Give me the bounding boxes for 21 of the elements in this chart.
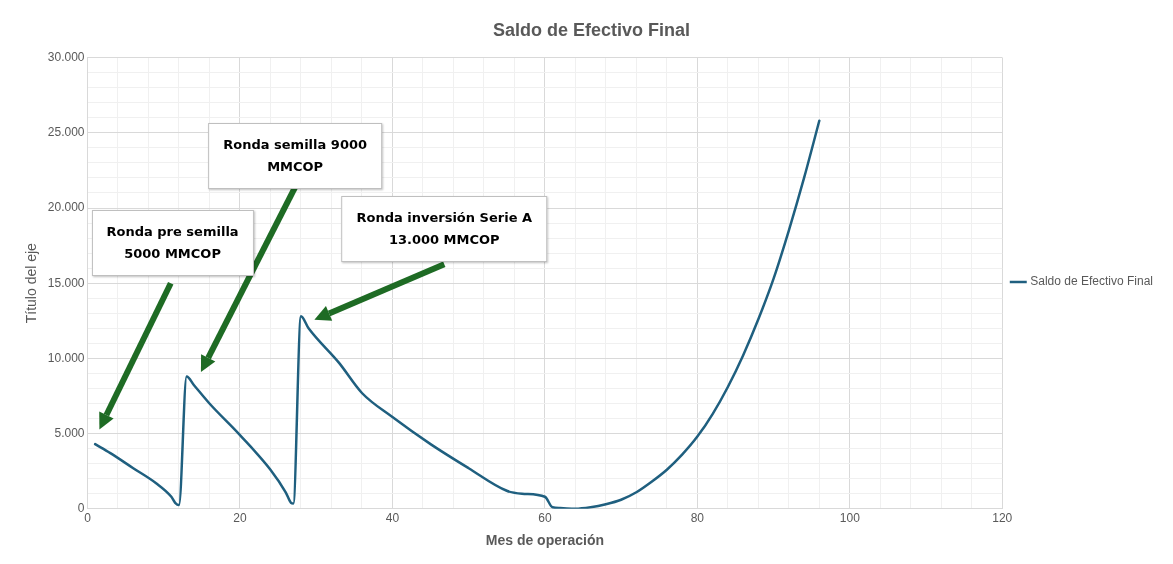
x-axis-title: Mes de operación [485,532,605,549]
y-tick-label: 15.000 [47,275,85,290]
x-tick-label: 40 [385,511,400,526]
y-tick-label: 20.000 [47,200,85,215]
line-series [93,119,821,509]
y-tick-label: 30.000 [47,49,85,64]
y-tick-label: 10.000 [47,350,85,365]
x-tick-label: 20 [233,511,247,526]
annotation: Ronda inversión Serie A 13.000 MMCOP [341,196,548,263]
annotation: Ronda semilla 9000 MMCOP [208,122,383,189]
annotation: Ronda pre semilla 5000 MMCOP [91,209,254,276]
y-tick-label: 0 [77,501,85,516]
x-tick-label: 80 [690,511,705,526]
x-tick-label: 60 [538,511,552,526]
y-axis-title: Título del eje [23,242,40,324]
chart-title: Saldo de Efectivo Final [492,19,691,40]
y-tick-label: 5.000 [54,425,85,440]
legend-label: Saldo de Efectivo Final [1030,274,1154,289]
x-tick-label: 120 [992,511,1013,526]
x-tick-label: 100 [839,511,861,526]
y-tick-label: 25.000 [47,125,85,140]
